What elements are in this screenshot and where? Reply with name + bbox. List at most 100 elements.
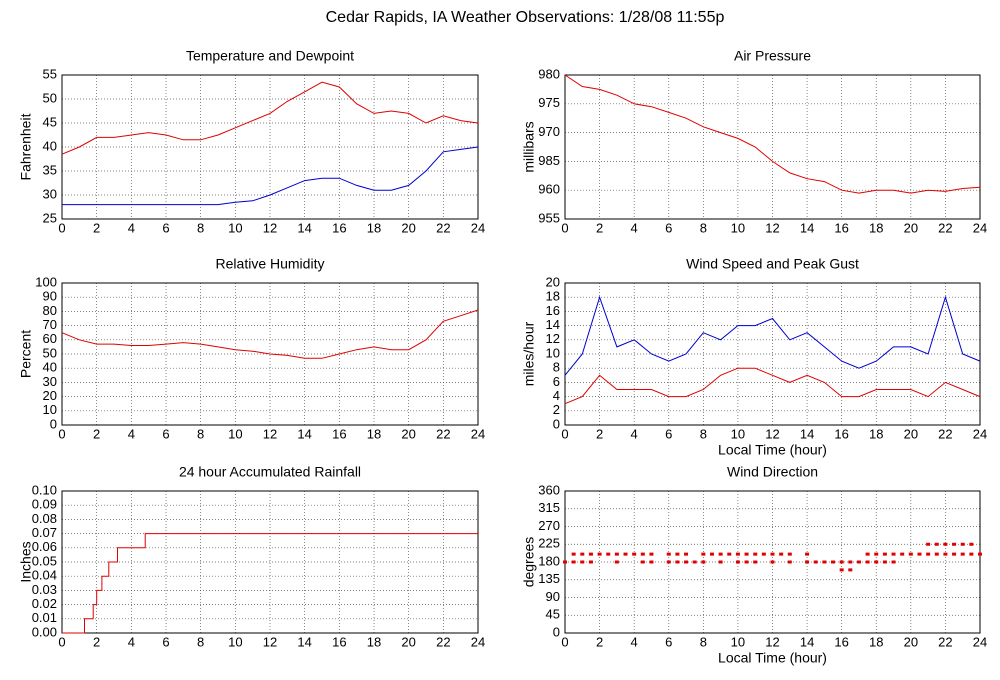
- x-tick-label: 12: [263, 426, 277, 441]
- data-point: [761, 552, 766, 556]
- y-tick-label: 70: [43, 317, 57, 332]
- x-tick-label: 10: [228, 220, 242, 235]
- x-tick-label: 24: [471, 220, 485, 235]
- x-tick-label: 0: [58, 426, 65, 441]
- x-tick-label: 0: [561, 634, 568, 649]
- data-point: [718, 560, 723, 564]
- data-point: [960, 542, 965, 546]
- data-point: [649, 560, 654, 564]
- y-tick-label: 0: [553, 416, 560, 431]
- data-point: [908, 552, 913, 556]
- y-tick-label: 360: [538, 482, 560, 497]
- y-tick-label: 100: [35, 274, 57, 289]
- x-tick-label: 4: [631, 220, 638, 235]
- data-point: [882, 560, 887, 564]
- data-point: [753, 552, 758, 556]
- x-tick-label: 18: [869, 220, 883, 235]
- data-point: [831, 560, 836, 564]
- x-tick-label: 24: [973, 220, 987, 235]
- x-tick-label: 2: [596, 426, 603, 441]
- data-point: [709, 552, 714, 556]
- chart-title: 24 hour Accumulated Rainfall: [179, 464, 361, 480]
- data-point: [839, 568, 844, 572]
- x-tick-label: 2: [93, 220, 100, 235]
- data-point: [684, 552, 689, 556]
- x-tick-label: 8: [700, 426, 707, 441]
- data-point: [839, 560, 844, 564]
- data-point: [675, 552, 680, 556]
- x-tick-label: 20: [904, 634, 918, 649]
- x-tick-label: 14: [800, 426, 814, 441]
- y-tick-label: 60: [43, 331, 57, 346]
- data-point: [978, 552, 982, 556]
- data-point: [588, 552, 593, 556]
- y-tick-label: 270: [538, 518, 560, 533]
- y-tick-label: 0.00: [32, 624, 57, 639]
- data-point: [934, 542, 939, 546]
- data-point: [770, 560, 775, 564]
- y-tick-label: 0.09: [32, 497, 57, 512]
- data-point: [718, 552, 723, 556]
- data-point: [580, 552, 585, 556]
- y-tick-label: 12: [546, 331, 560, 346]
- data-point: [614, 552, 619, 556]
- x-tick-label: 4: [128, 634, 135, 649]
- data-point: [874, 560, 879, 564]
- x-tick-label: 4: [128, 220, 135, 235]
- x-tick-label: 18: [869, 426, 883, 441]
- data-point: [614, 560, 619, 564]
- x-tick-label: 0: [561, 220, 568, 235]
- x-tick-label: 6: [665, 220, 672, 235]
- y-tick-label: 45: [43, 114, 57, 129]
- x-tick-label: 6: [665, 634, 672, 649]
- data-point: [727, 552, 732, 556]
- data-point: [701, 560, 706, 564]
- y-tick-label: 0.05: [32, 553, 57, 568]
- y-tick-label: 955: [538, 210, 560, 225]
- y-axis-label: miles/hour: [521, 321, 537, 386]
- y-tick-label: 0.02: [32, 596, 57, 611]
- y-tick-label: 80: [43, 303, 57, 318]
- plot-frame: [61, 490, 479, 634]
- x-tick-label: 20: [904, 220, 918, 235]
- data-point: [969, 552, 974, 556]
- y-tick-label: 0.03: [32, 582, 57, 597]
- x-tick-label: 0: [58, 634, 65, 649]
- x-tick-label: 14: [297, 634, 311, 649]
- x-tick-label: 20: [401, 426, 415, 441]
- data-point: [684, 560, 689, 564]
- data-point: [597, 552, 602, 556]
- x-tick-label: 12: [263, 220, 277, 235]
- data-line: [564, 295, 981, 376]
- figure-title: Cedar Rapids, IA Weather Observations: 1…: [326, 9, 725, 26]
- x-tick-label: 8: [700, 220, 707, 235]
- y-tick-label: 90: [43, 289, 57, 304]
- chart-title: Wind Speed and Peak Gust: [686, 256, 859, 272]
- plot-frame: [564, 74, 981, 220]
- data-point: [856, 560, 861, 564]
- y-tick-label: 50: [43, 345, 57, 360]
- x-tick-label: 24: [973, 426, 987, 441]
- x-tick-label: 22: [938, 220, 952, 235]
- x-tick-label: 18: [869, 634, 883, 649]
- x-tick-label: 8: [197, 426, 204, 441]
- x-tick-label: 4: [128, 426, 135, 441]
- x-tick-label: 8: [197, 634, 204, 649]
- y-tick-label: 0: [50, 416, 57, 431]
- x-tick-label: 2: [596, 634, 603, 649]
- y-tick-label: 0.06: [32, 539, 57, 554]
- data-line: [62, 533, 478, 634]
- x-tick-label: 16: [332, 634, 346, 649]
- data-point: [735, 552, 740, 556]
- data-point: [701, 552, 706, 556]
- x-tick-label: 4: [631, 634, 638, 649]
- y-tick-label: 16: [546, 303, 560, 318]
- x-tick-label: 14: [800, 220, 814, 235]
- data-point: [960, 552, 965, 556]
- y-tick-label: 8: [553, 360, 560, 375]
- x-tick-label: 12: [263, 634, 277, 649]
- data-point: [813, 560, 818, 564]
- data-point: [787, 560, 792, 564]
- chart-title: Temperature and Dewpoint: [186, 48, 354, 64]
- data-point: [744, 560, 749, 564]
